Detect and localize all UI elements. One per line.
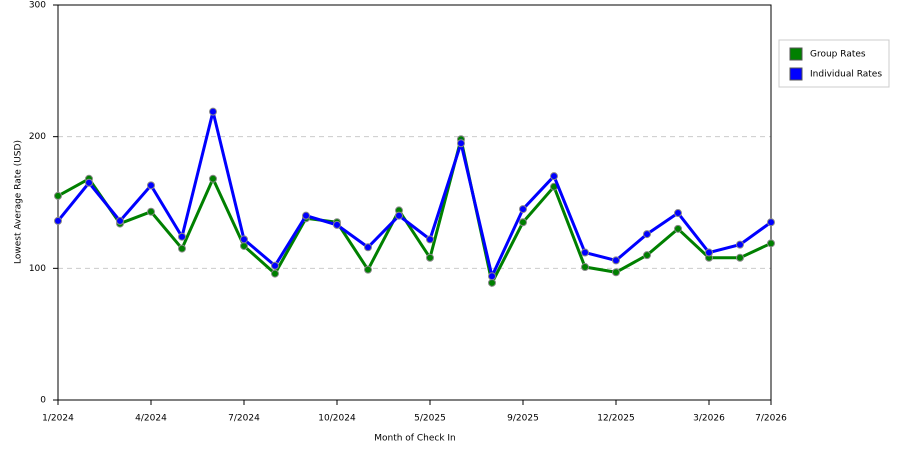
- x-tick-label: 9/2025: [507, 414, 539, 424]
- legend-swatch: [789, 67, 803, 81]
- y-axis-label: Lowest Average Rate (USD): [14, 140, 24, 264]
- data-point: [364, 265, 372, 274]
- data-point: [209, 174, 217, 183]
- x-axis-label: Month of Check In: [374, 434, 456, 444]
- x-tick-label: 7/2026: [755, 414, 787, 424]
- data-point: [643, 251, 651, 260]
- data-point: [116, 216, 124, 225]
- data-point: [519, 218, 527, 227]
- data-point: [178, 244, 186, 253]
- data-point: [767, 239, 775, 248]
- data-point: [519, 205, 527, 214]
- legend-label: Individual Rates: [810, 70, 882, 80]
- data-point: [736, 240, 744, 249]
- data-point: [674, 224, 682, 233]
- data-point: [333, 220, 341, 229]
- series-line: [56, 111, 772, 281]
- data-point: [271, 261, 279, 270]
- data-point: [705, 248, 713, 257]
- data-point: [240, 235, 248, 244]
- data-point: [209, 107, 217, 116]
- y-tick-label: 200: [29, 132, 46, 142]
- y-tick-label: 300: [29, 1, 46, 11]
- x-tick-label: 7/2024: [228, 414, 260, 424]
- legend-swatch: [789, 47, 803, 61]
- x-tick-label: 12/2025: [597, 414, 634, 424]
- data-point: [85, 178, 93, 187]
- data-point: [488, 278, 496, 287]
- plot-frame: [57, 4, 772, 401]
- data-point: [147, 207, 155, 216]
- x-tick-label: 1/2024: [42, 414, 74, 424]
- data-point: [612, 268, 620, 277]
- data-point: [395, 211, 403, 220]
- data-point: [271, 269, 279, 278]
- data-point: [612, 256, 620, 265]
- legend-label: Group Rates: [810, 50, 866, 60]
- x-tick-label: 3/2026: [693, 414, 725, 424]
- x-tick-label: 4/2024: [135, 414, 167, 424]
- data-point: [736, 253, 744, 262]
- data-point: [147, 181, 155, 190]
- x-tick-label: 5/2025: [414, 414, 446, 424]
- data-point: [457, 139, 465, 148]
- data-point: [643, 230, 651, 239]
- data-point: [178, 232, 186, 241]
- series-line: [57, 138, 772, 288]
- data-point: [550, 172, 558, 181]
- data-point: [426, 253, 434, 262]
- data-point: [240, 241, 248, 250]
- data-point: [426, 235, 434, 244]
- data-point: [581, 263, 589, 272]
- data-point: [488, 272, 496, 281]
- y-tick-label: 100: [29, 264, 46, 274]
- data-point: [767, 218, 775, 227]
- data-point: [581, 248, 589, 257]
- y-tick-label: 0: [40, 396, 46, 406]
- data-point: [364, 243, 372, 252]
- x-tick-label: 10/2024: [318, 414, 356, 424]
- data-point: [302, 211, 310, 220]
- data-point: [674, 209, 682, 218]
- data-point: [54, 216, 62, 225]
- data-point: [54, 191, 62, 200]
